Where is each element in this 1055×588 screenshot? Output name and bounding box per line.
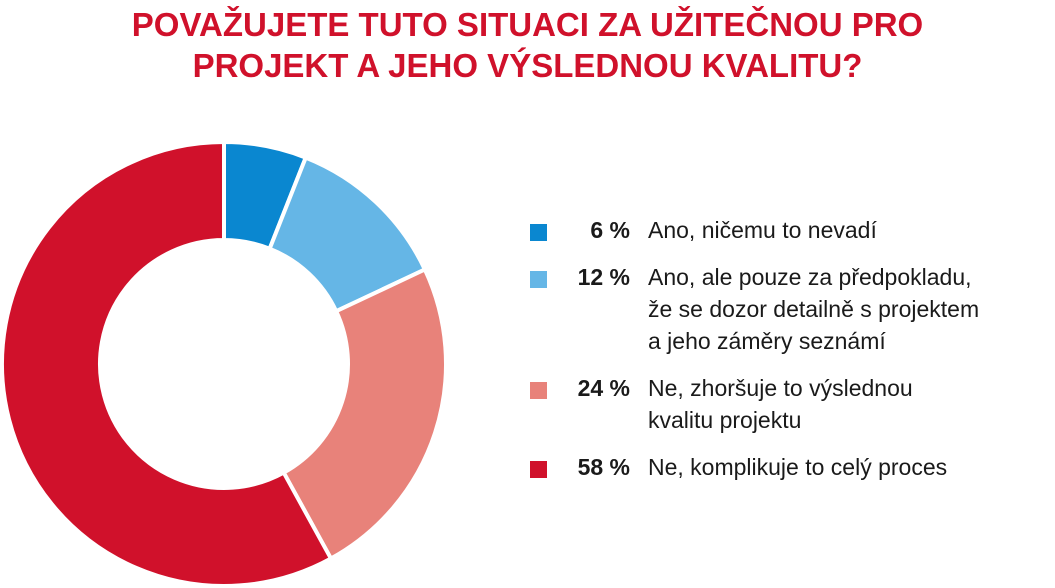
donut-slice-ne-zhorsuje <box>281 266 448 562</box>
legend-pct-ne-zhorsuje: 24 % <box>577 375 630 401</box>
donut-slice-ne-komplikuje <box>0 140 334 588</box>
legend-swatch-ano-podminka <box>530 271 547 288</box>
legend-label-ano-podminka: Ano, ale pouze za předpokladu, že se doz… <box>648 264 980 354</box>
legend-item-ano-podminka: 12 % Ano, ale pouze za předpokladu, že s… <box>524 261 1054 357</box>
chart-title-line-2: PROJEKT A JEHO VÝSLEDNOU KVALITU? <box>192 47 863 84</box>
legend-item-ne-zhorsuje: 24 % Ne, zhoršuje to výslednou kvalitu p… <box>524 372 1054 436</box>
legend-pct-ne-komplikuje: 58 % <box>577 454 630 480</box>
donut-chart <box>0 140 448 588</box>
legend: 6 % Ano, ničemu to nevadí 12 % Ano, ale … <box>524 214 1054 498</box>
legend-label-ano: Ano, ničemu to nevadí <box>648 217 877 243</box>
legend-label-ne-zhorsuje: Ne, zhoršuje to výslednou kvalitu projek… <box>648 375 913 433</box>
legend-pct-ano: 6 % <box>590 217 630 243</box>
legend-swatch-ano <box>530 224 547 241</box>
legend-swatch-ne-zhorsuje <box>530 382 547 399</box>
legend-item-ano: 6 % Ano, ničemu to nevadí <box>524 214 1054 246</box>
chart-title: POVAŽUJETE TUTO SITUACI ZA UŽITEČNOU PRO… <box>0 4 1055 86</box>
legend-label-ne-komplikuje: Ne, komplikuje to celý proces <box>648 454 948 480</box>
legend-pct-ano-podminka: 12 % <box>577 264 630 290</box>
legend-item-ne-komplikuje: 58 % Ne, komplikuje to celý proces <box>524 451 1054 483</box>
legend-swatch-ne-komplikuje <box>530 461 547 478</box>
chart-title-line-1: POVAŽUJETE TUTO SITUACI ZA UŽITEČNOU PRO <box>131 6 924 43</box>
